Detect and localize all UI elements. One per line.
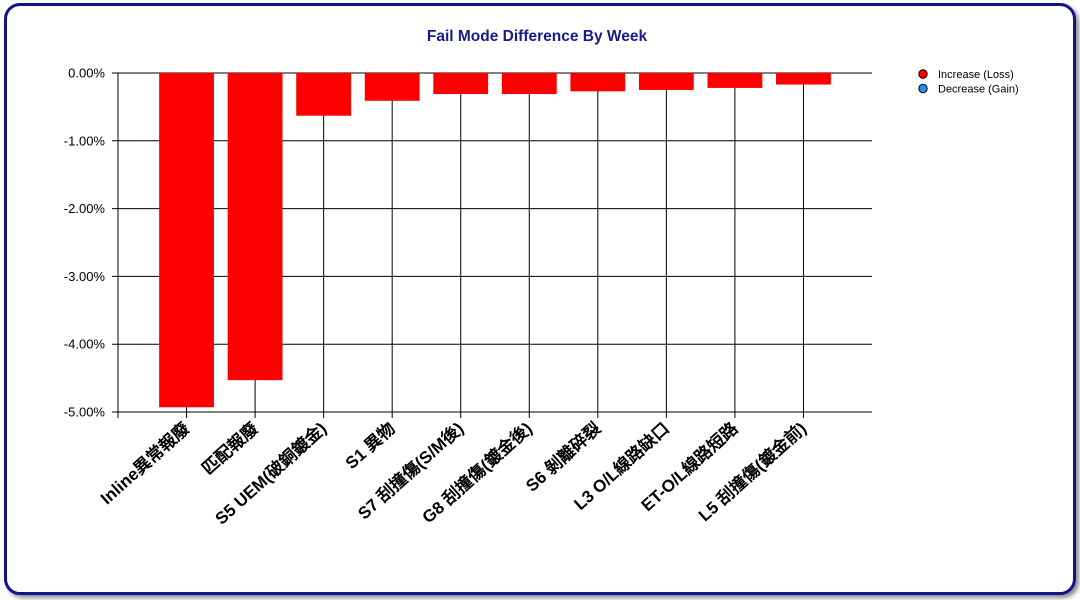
bar xyxy=(433,73,489,95)
y-tick-labels: 0.00% -1.00% -2.00% -3.00% -4.00% -5.00% xyxy=(64,66,106,420)
bar xyxy=(296,73,352,116)
y-tick-label: -5.00% xyxy=(64,405,106,420)
y-tick-label: -4.00% xyxy=(64,337,106,352)
x-tick-label: G8 刮撞傷(鍍金後) xyxy=(418,418,536,527)
bar xyxy=(707,73,763,88)
bar xyxy=(570,73,626,92)
y-tick-label: -1.00% xyxy=(64,133,106,148)
x-tick-label: S1 異物 xyxy=(341,418,399,473)
bar xyxy=(227,73,283,381)
x-tick-label: 匹配報廢 xyxy=(198,417,263,478)
legend-label: Increase (Loss) xyxy=(938,69,1014,81)
bar xyxy=(501,73,557,95)
legend-marker xyxy=(918,69,928,79)
bars xyxy=(159,73,831,408)
legend-label: Decrease (Gain) xyxy=(938,84,1019,96)
y-tick-label: 0.00% xyxy=(68,66,105,81)
x-tick-label: Inline異常報廢 xyxy=(96,417,194,508)
bar xyxy=(364,73,420,101)
y-tick-label: -2.00% xyxy=(64,201,106,216)
bar xyxy=(159,73,214,408)
x-tick-label: S5 UEM(破銅鍍金) xyxy=(211,418,330,528)
y-tick-label: -3.00% xyxy=(64,269,106,284)
gridlines xyxy=(112,72,872,418)
chart-title: Fail Mode Difference By Week xyxy=(427,28,648,45)
bar xyxy=(776,73,831,85)
legend: Increase (Loss) Decrease (Gain) xyxy=(918,69,1019,96)
bar xyxy=(638,73,694,90)
legend-marker xyxy=(918,83,928,94)
